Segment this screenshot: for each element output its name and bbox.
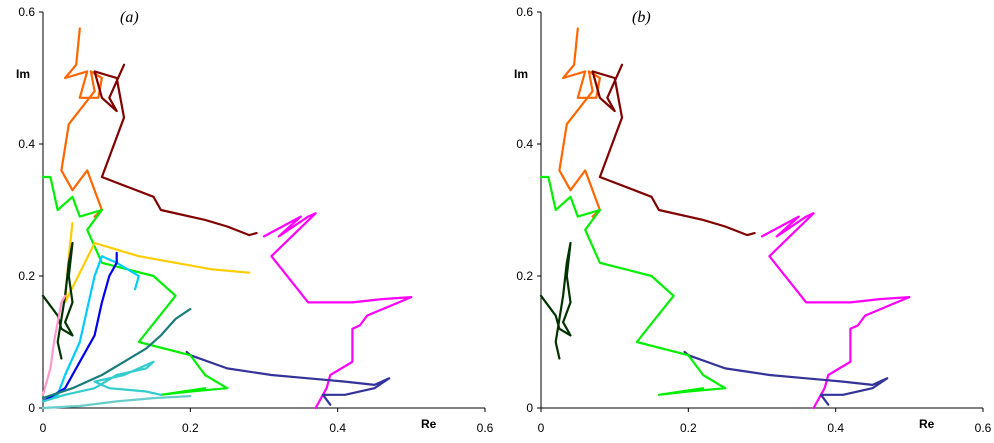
- y-tick-label: 0: [28, 401, 35, 415]
- x-tick-label: 0.2: [680, 421, 697, 435]
- panel-label: (a): [120, 9, 139, 26]
- series-line-6: [41, 241, 74, 360]
- series-line-7: [41, 255, 140, 403]
- y-tick-label: 0.6: [18, 5, 35, 19]
- series-line-12: [41, 395, 192, 410]
- y-axis-label: Im: [514, 67, 528, 81]
- y-tick-label: 0.2: [516, 269, 533, 283]
- x-axis-label: Re: [919, 417, 935, 431]
- series-line-1: [93, 63, 258, 237]
- y-tick-label: 0.6: [516, 5, 533, 19]
- series-line-2: [760, 212, 911, 410]
- x-tick-label: 0.2: [182, 421, 199, 435]
- x-axis-label: Re: [421, 417, 437, 431]
- y-axis-label: Im: [16, 67, 30, 81]
- series-line-0: [558, 27, 602, 218]
- series-line-4: [539, 175, 727, 396]
- series-line-0: [60, 27, 104, 218]
- series-line-8: [41, 251, 118, 403]
- series-line-9: [41, 360, 162, 403]
- series-line-10: [41, 307, 192, 400]
- series-line-11: [41, 294, 67, 396]
- x-tick-label: 0.4: [329, 421, 346, 435]
- panel-a: 0 0.2 0.4 0.6 0 0.2 0.4 0.6 Re Im (a): [16, 5, 494, 435]
- x-tick-label: 0.6: [975, 421, 992, 435]
- y-tick-label: 0.4: [516, 137, 533, 151]
- y-tick-label: 0.4: [18, 137, 35, 151]
- x-tick-label: 0: [538, 421, 545, 435]
- y-tick-label: 0.2: [18, 269, 35, 283]
- series-line-5: [539, 241, 572, 360]
- series-line-4: [41, 175, 229, 396]
- panel-label: (b): [632, 9, 651, 26]
- y-tick-label: 0: [526, 401, 533, 415]
- x-tick-label: 0: [40, 421, 47, 435]
- series-line-3: [683, 350, 889, 406]
- series-line-3: [185, 350, 391, 406]
- x-tick-label: 0.6: [477, 421, 494, 435]
- series-line-2: [262, 212, 413, 410]
- series-line-5: [63, 222, 251, 304]
- x-tick-label: 0.4: [827, 421, 844, 435]
- series-line-1: [591, 63, 756, 237]
- panel-b: 0 0.2 0.4 0.6 0 0.2 0.4 0.6 Re Im (b): [514, 5, 992, 435]
